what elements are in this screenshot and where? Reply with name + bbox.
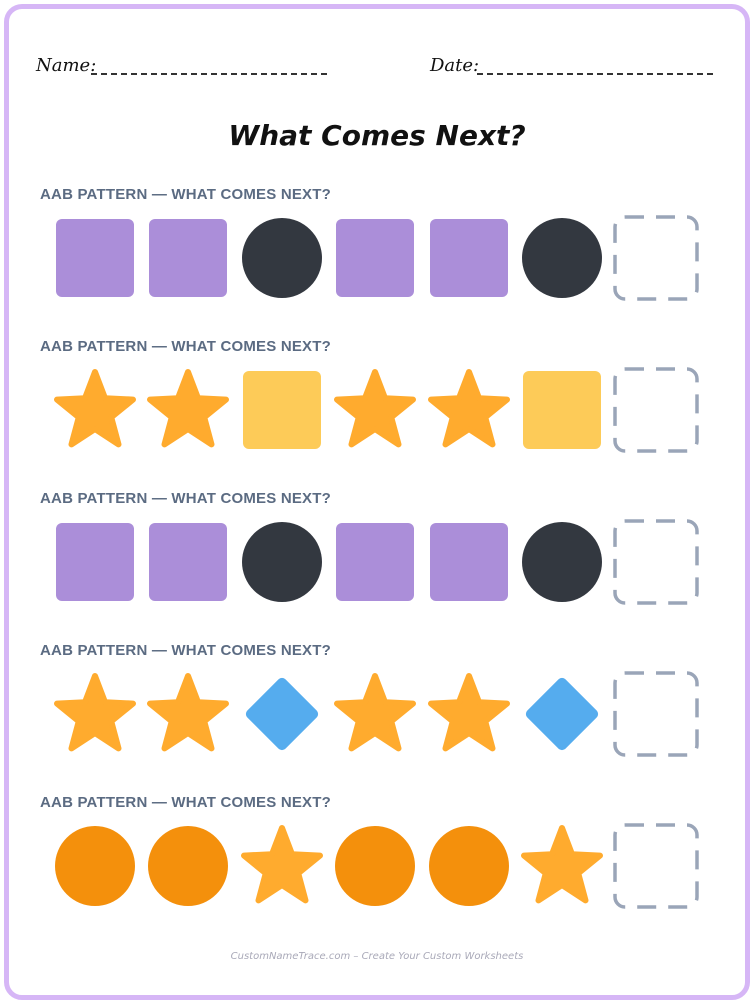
answer-box[interactable] <box>613 367 699 453</box>
circle-shape <box>522 218 602 298</box>
square-shape <box>430 523 508 601</box>
square-shape <box>149 219 227 297</box>
diamond-shape <box>245 677 319 751</box>
circle-shape <box>242 522 322 602</box>
square-shape <box>243 371 321 449</box>
worksheet-page: Name: Date: What Comes Next? AAB PATTERN… <box>4 4 750 1000</box>
date-label: Date: <box>430 55 480 76</box>
square-shape <box>430 219 508 297</box>
row-5-pattern <box>55 823 699 909</box>
row-2-label: AAB PATTERN — WHAT COMES NEXT? <box>40 338 331 355</box>
row-1-pattern <box>56 215 699 301</box>
answer-box[interactable] <box>613 671 699 757</box>
row-1-label: AAB PATTERN — WHAT COMES NEXT? <box>40 186 331 203</box>
circle-shape <box>522 522 602 602</box>
star-shape <box>147 673 229 752</box>
square-shape <box>56 219 134 297</box>
circle-shape <box>55 826 135 906</box>
star-shape <box>428 673 510 752</box>
diamond-shape <box>525 677 599 751</box>
circle-shape <box>335 826 415 906</box>
circle-shape <box>429 826 509 906</box>
row-3-pattern <box>56 519 699 605</box>
footer-credit: CustomNameTrace.com – Create Your Custom… <box>230 951 524 962</box>
star-shape <box>54 369 136 448</box>
answer-box[interactable] <box>613 519 699 605</box>
square-shape <box>336 523 414 601</box>
answer-box[interactable] <box>613 823 699 909</box>
circle-shape <box>242 218 322 298</box>
star-shape <box>521 825 603 904</box>
star-shape <box>428 369 510 448</box>
page-title: What Comes Next? <box>228 119 526 152</box>
row-5-label: AAB PATTERN — WHAT COMES NEXT? <box>40 794 331 811</box>
star-shape <box>147 369 229 448</box>
square-shape <box>336 219 414 297</box>
star-shape <box>334 673 416 752</box>
row-4-label: AAB PATTERN — WHAT COMES NEXT? <box>40 642 331 659</box>
worksheet-header: Name: Date: <box>9 53 745 83</box>
name-line[interactable] <box>91 73 327 75</box>
star-shape <box>334 369 416 448</box>
star-shape <box>241 825 323 904</box>
name-label: Name: <box>36 55 97 76</box>
row-3-label: AAB PATTERN — WHAT COMES NEXT? <box>40 490 331 507</box>
circle-shape <box>148 826 228 906</box>
answer-box[interactable] <box>613 215 699 301</box>
date-line[interactable] <box>477 73 713 75</box>
star-shape <box>54 673 136 752</box>
square-shape <box>523 371 601 449</box>
square-shape <box>149 523 227 601</box>
row-4-pattern <box>54 671 699 757</box>
row-2-pattern <box>54 367 699 453</box>
square-shape <box>56 523 134 601</box>
